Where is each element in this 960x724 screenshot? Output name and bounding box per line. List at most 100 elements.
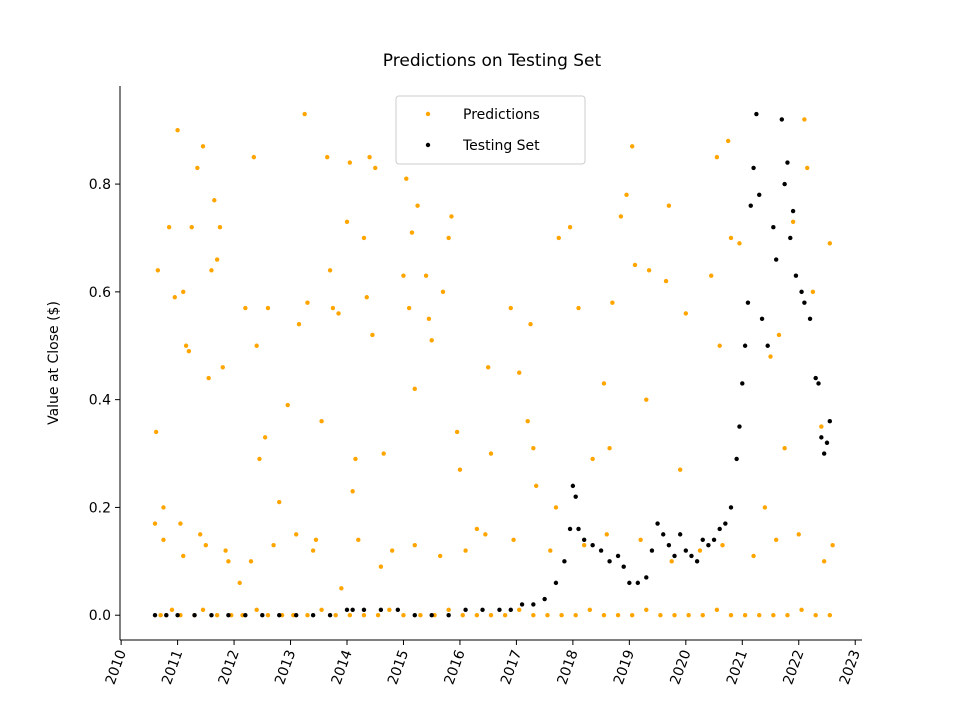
point <box>531 602 536 607</box>
point <box>799 289 804 295</box>
point <box>214 257 220 262</box>
point <box>203 542 209 548</box>
point <box>446 235 451 241</box>
point <box>175 613 180 618</box>
point <box>581 537 587 542</box>
point <box>257 456 262 462</box>
point <box>649 548 655 553</box>
point <box>533 483 539 489</box>
point <box>618 214 624 219</box>
point <box>364 295 369 300</box>
y-tick-label: 0.4 <box>89 393 111 409</box>
point <box>166 224 172 230</box>
x-tick-label: 2010 <box>103 648 130 687</box>
x-tick-label: 2018 <box>554 648 581 687</box>
point <box>757 192 762 198</box>
point <box>759 316 765 322</box>
point <box>519 602 525 607</box>
point <box>765 343 770 348</box>
point <box>559 613 564 618</box>
point <box>714 154 720 160</box>
point <box>672 613 677 618</box>
point <box>305 300 310 305</box>
point <box>813 613 818 618</box>
point <box>429 338 434 343</box>
point <box>615 553 621 559</box>
point <box>293 613 299 618</box>
point <box>790 208 796 214</box>
point <box>813 375 818 381</box>
point <box>556 235 561 241</box>
point <box>333 613 338 618</box>
point <box>570 483 576 489</box>
point <box>353 456 358 462</box>
point <box>683 311 689 316</box>
point <box>327 268 333 273</box>
point <box>497 607 502 613</box>
point <box>827 613 833 618</box>
point <box>601 613 607 618</box>
point <box>480 607 485 613</box>
point <box>757 613 762 618</box>
point <box>646 268 652 273</box>
point <box>810 289 816 295</box>
point <box>172 295 177 300</box>
point <box>734 456 739 462</box>
point <box>260 613 265 618</box>
point <box>429 613 434 618</box>
point <box>262 435 268 440</box>
legend-marker <box>425 111 431 117</box>
point <box>604 532 609 537</box>
point <box>319 607 324 613</box>
point <box>638 537 643 542</box>
point <box>310 613 316 618</box>
point <box>545 613 550 618</box>
point <box>567 224 573 230</box>
point <box>658 613 663 618</box>
point <box>632 262 638 268</box>
point <box>737 241 742 246</box>
point <box>717 526 722 532</box>
point <box>635 580 641 586</box>
point <box>153 429 159 435</box>
point <box>601 381 607 386</box>
point <box>367 154 372 160</box>
point <box>587 607 593 613</box>
point <box>197 532 203 537</box>
point <box>302 111 307 117</box>
point <box>406 305 412 311</box>
point <box>542 596 547 602</box>
point <box>161 537 166 542</box>
point <box>209 613 214 618</box>
point <box>751 553 756 559</box>
point <box>573 494 578 499</box>
point <box>488 613 494 618</box>
point <box>824 440 830 445</box>
x-tick-label: 2022 <box>780 648 807 687</box>
point <box>717 343 722 348</box>
point <box>689 553 694 559</box>
point <box>325 154 330 160</box>
point <box>440 289 446 295</box>
point <box>375 613 381 618</box>
point <box>576 526 581 532</box>
point <box>762 505 768 510</box>
point <box>598 548 604 553</box>
point <box>243 305 248 311</box>
point <box>666 542 672 548</box>
x-tick-label: 2012 <box>216 648 243 687</box>
point <box>463 548 468 553</box>
point <box>319 419 324 424</box>
point <box>412 386 417 392</box>
x-tick-label: 2011 <box>159 648 186 687</box>
point <box>412 542 417 548</box>
point <box>821 559 827 564</box>
point <box>212 198 217 203</box>
point <box>508 305 513 311</box>
point <box>254 343 259 348</box>
point <box>313 537 319 542</box>
point <box>457 467 463 472</box>
point <box>155 268 161 273</box>
point <box>830 542 835 548</box>
point <box>409 230 415 235</box>
